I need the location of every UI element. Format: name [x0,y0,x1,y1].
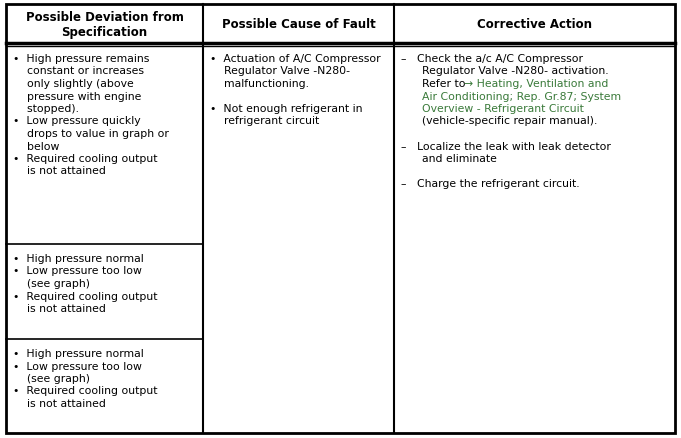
Text: only slightly (above: only slightly (above [13,79,133,89]
Text: •  Low pressure too low: • Low pressure too low [13,360,142,371]
Text: drops to value in graph or: drops to value in graph or [13,129,169,139]
Text: Overview - Refrigerant Circuit: Overview - Refrigerant Circuit [401,104,584,114]
Text: •  Required cooling output: • Required cooling output [13,385,157,396]
Text: •  High pressure normal: • High pressure normal [13,254,144,263]
Text: •  High pressure normal: • High pressure normal [13,348,144,358]
Text: refrigerant circuit: refrigerant circuit [210,116,319,126]
Text: Possible Deviation from
Specification: Possible Deviation from Specification [26,11,184,39]
Text: •  Required cooling output: • Required cooling output [13,154,157,164]
Text: •  Not enough refrigerant in: • Not enough refrigerant in [210,104,363,114]
Text: Regulator Valve -N280-: Regulator Valve -N280- [210,66,350,76]
Text: is not attained: is not attained [13,303,106,313]
Text: •  Low pressure too low: • Low pressure too low [13,266,142,276]
Text: Regulator Valve -N280- activation.: Regulator Valve -N280- activation. [401,66,609,76]
Text: (vehicle-specific repair manual).: (vehicle-specific repair manual). [401,116,597,126]
Text: (see graph): (see graph) [13,279,90,288]
Text: stopped).: stopped). [13,104,79,114]
Text: Air Conditioning; Rep. Gr.87; System: Air Conditioning; Rep. Gr.87; System [401,91,621,101]
Text: –   Charge the refrigerant circuit.: – Charge the refrigerant circuit. [401,179,580,189]
Text: → Heating, Ventilation and: → Heating, Ventilation and [464,79,608,89]
Text: –   Localize the leak with leak detector: – Localize the leak with leak detector [401,141,611,151]
Text: Possible Cause of Fault: Possible Cause of Fault [222,18,375,32]
Text: is not attained: is not attained [13,166,106,176]
Text: malfunctioning.: malfunctioning. [210,79,309,89]
Text: •  Low pressure quickly: • Low pressure quickly [13,116,140,126]
Text: and eliminate: and eliminate [401,154,497,164]
Text: •  High pressure remains: • High pressure remains [13,54,149,64]
Text: (see graph): (see graph) [13,373,90,383]
Text: below: below [13,141,59,151]
Text: pressure with engine: pressure with engine [13,91,142,101]
Text: Corrective Action: Corrective Action [477,18,592,32]
Text: constant or increases: constant or increases [13,66,144,76]
Text: •  Actuation of A/C Compressor: • Actuation of A/C Compressor [210,54,381,64]
Text: Refer to: Refer to [401,79,469,89]
Text: –   Check the a/c A/C Compressor: – Check the a/c A/C Compressor [401,54,583,64]
Text: •  Required cooling output: • Required cooling output [13,291,157,301]
Text: is not attained: is not attained [13,398,106,408]
